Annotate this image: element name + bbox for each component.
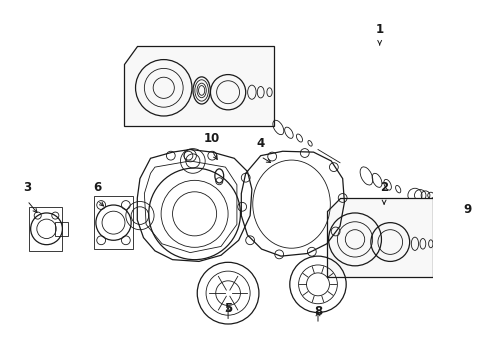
Polygon shape bbox=[327, 198, 433, 277]
Text: 6: 6 bbox=[94, 181, 102, 194]
Text: 1: 1 bbox=[376, 23, 384, 36]
Text: 5: 5 bbox=[224, 302, 232, 315]
Text: 10: 10 bbox=[204, 132, 220, 145]
Polygon shape bbox=[124, 46, 274, 126]
Text: 9: 9 bbox=[464, 203, 472, 216]
Text: 3: 3 bbox=[23, 181, 31, 194]
Text: 8: 8 bbox=[314, 305, 322, 318]
Bar bbox=[55, 222, 68, 236]
Text: 4: 4 bbox=[257, 138, 265, 150]
Text: 2: 2 bbox=[380, 181, 388, 194]
